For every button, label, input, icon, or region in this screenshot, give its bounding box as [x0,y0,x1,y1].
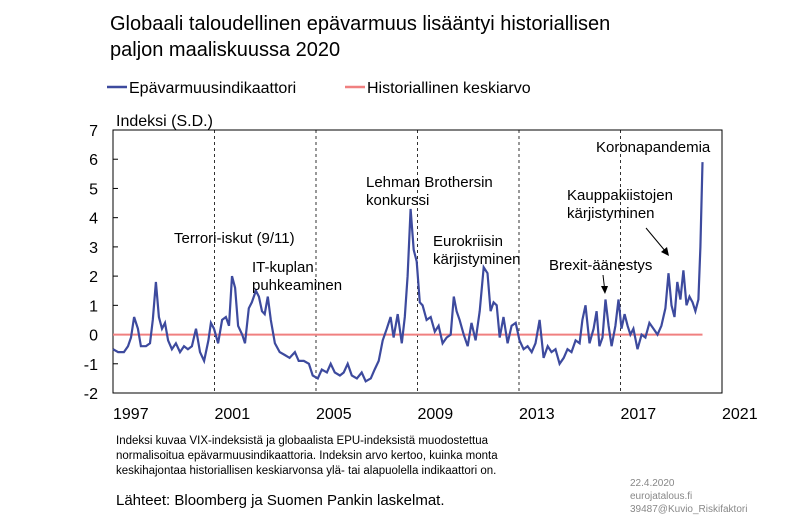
legend-label: Epävarmuusindikaattori [129,80,296,97]
x-tick-label: 2017 [621,406,657,423]
y-tick-label: 0 [89,328,98,345]
annotation: kärjistyminen [433,251,521,268]
y-tick-label: -2 [84,386,98,403]
chart-title: Globaali taloudellinen epävarmuus lisään… [110,13,610,35]
arrow-head [601,286,608,294]
y-tick-label: 5 [89,181,98,198]
footnote: normalisoitua epävarmuusindikaattoria. I… [116,450,498,462]
y-tick-label: 3 [89,240,98,257]
x-tick-label: 2021 [722,406,758,423]
footnote: keskihajontaa historiallisen keskiarvons… [116,465,496,477]
arrow-head [661,247,669,256]
source: Lähteet: Bloomberg ja Suomen Pankin lask… [116,492,445,509]
annotation: konkurssi [366,192,429,209]
footnote: Indeksi kuvaa VIX-indeksistä ja globaali… [116,435,489,447]
x-tick-label: 2013 [519,406,555,423]
y-axis-label: Indeksi (S.D.) [116,113,213,130]
y-tick-label: -1 [84,357,98,374]
annotation: Kauppakiistojen [567,187,673,204]
x-tick-label: 2005 [316,406,352,423]
annotation: puhkeaminen [252,277,342,294]
x-tick-label: 2009 [418,406,454,423]
credit: eurojatalous.fi [630,491,692,502]
x-tick-label: 1997 [113,406,149,423]
annotation: Brexit-äänestys [549,257,652,274]
annotation: Eurokriisin [433,233,503,250]
legend-label: Historiallinen keskiarvo [367,80,531,97]
credit: 39487@Kuvio_Riskifaktori [630,504,747,515]
y-tick-label: 2 [89,269,98,286]
credit: 22.4.2020 [630,478,675,489]
y-tick-label: 1 [89,298,98,315]
annotation: Lehman Brothersin [366,174,493,191]
y-tick-label: 4 [89,211,98,228]
y-tick-label: 6 [89,152,98,169]
annotation: Terrori-iskut (9/11) [174,230,295,247]
x-tick-label: 2001 [215,406,251,423]
annotation: Koronapandemia [596,139,711,156]
chart-title: paljon maaliskuussa 2020 [110,39,340,61]
series-line [112,162,704,383]
annotation: IT-kuplan [252,259,314,276]
annotation: kärjistyminen [567,205,655,222]
arrow [645,227,667,253]
y-tick-label: 7 [89,123,98,140]
